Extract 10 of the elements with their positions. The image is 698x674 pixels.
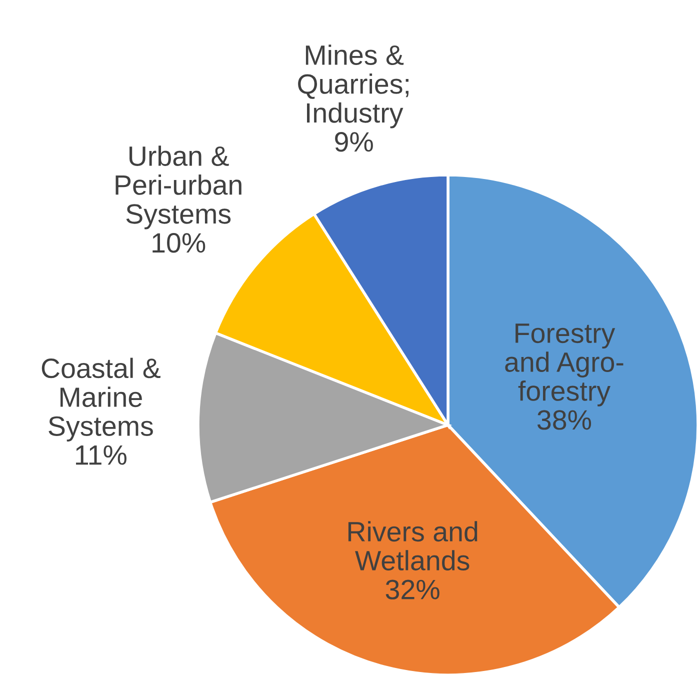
slice-label: Coastal & Marine Systems: [42, 358, 160, 442]
slice-label: Urban & Peri-urban Systems: [116, 146, 242, 230]
data-label: 38%: [537, 410, 592, 430]
data-label: 9%: [335, 132, 373, 152]
data-label: 10%: [152, 233, 206, 253]
slice-label: Mines & Quarries; Industry: [298, 44, 408, 128]
data-label: 32%: [386, 580, 440, 600]
slice-label: Forestry and Agro- forestry: [505, 324, 624, 406]
data-label: 11%: [76, 445, 126, 465]
slice-label: Rivers and Wetlands: [348, 521, 478, 570]
